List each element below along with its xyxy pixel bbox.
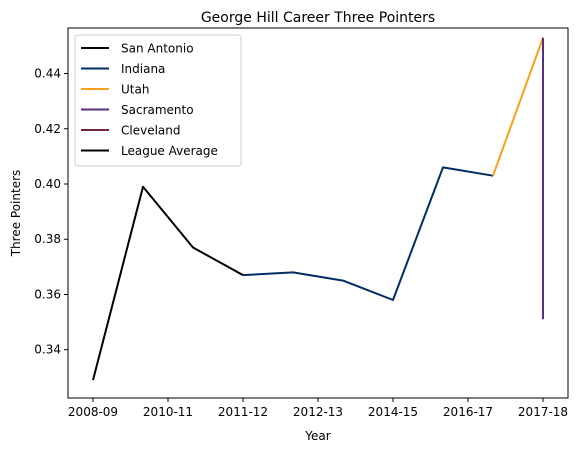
x-tick-label: 2017-18 [518, 405, 568, 419]
x-tick-label: 2016-17 [443, 405, 493, 419]
x-tick-label: 2012-13 [293, 405, 343, 419]
y-tick-label: 0.36 [34, 287, 61, 301]
y-tick-label: 0.40 [34, 177, 61, 191]
y-tick-label: 0.38 [34, 232, 61, 246]
y-tick-label: 0.44 [34, 67, 61, 81]
x-tick-label: 2010-11 [143, 405, 193, 419]
x-tick-label: 2014-15 [368, 405, 418, 419]
series-line-0 [92, 185, 244, 381]
legend-label: Indiana [121, 62, 165, 76]
x-axis-label: Year [304, 429, 330, 443]
legend-label: Cleveland [121, 124, 181, 138]
legend-label: Utah [121, 83, 149, 97]
legend: San Antonio Indiana Utah Sacramento Clevelan… [74, 34, 242, 167]
x-tick-label: 2011-12 [218, 405, 268, 419]
series-line-1 [242, 166, 494, 301]
y-axis: 0.34 0.36 0.38 0.40 0.42 0.44 [34, 67, 68, 357]
x-tick-label: 2008-09 [68, 405, 118, 419]
legend-label: San Antonio [121, 42, 194, 56]
legend-label: Sacramento [121, 103, 194, 117]
series-layer [92, 37, 544, 381]
series-line-2 [492, 37, 544, 177]
legend-box [74, 34, 242, 167]
y-tick-label: 0.42 [34, 122, 61, 136]
x-axis: 2008-09 2010-11 2011-12 2012-13 2014-15 2016-… [68, 398, 568, 419]
y-axis-label: Three Pointers [9, 170, 23, 258]
chart-title: George Hill Career Three Pointers [201, 10, 435, 26]
legend-label: League Average [121, 144, 218, 158]
y-tick-label: 0.34 [34, 343, 61, 357]
